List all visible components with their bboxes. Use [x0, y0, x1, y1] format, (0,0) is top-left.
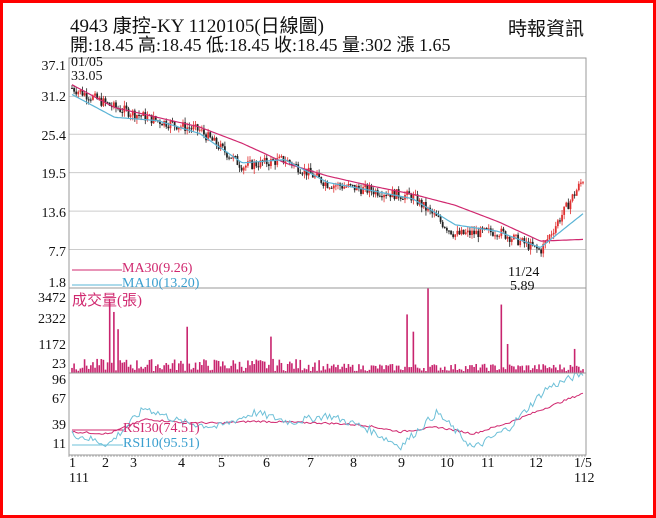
- rsi30-legend: RSI30(74.51): [123, 421, 200, 436]
- price-tick: 25.4: [41, 129, 67, 144]
- volume-title: 成交量(張): [72, 293, 142, 309]
- volume-tick: 23: [52, 357, 66, 372]
- year-left: 111: [69, 471, 89, 486]
- chart-title: 4943 康控-KY 1120105(日線圖): [70, 16, 325, 37]
- brand-label: 時報資訊: [508, 19, 585, 40]
- high-value-annotation: 33.05: [71, 69, 103, 84]
- rsi10-legend: RSI10(95.51): [123, 436, 200, 451]
- price-tick: 13.6: [41, 206, 67, 221]
- x-tick: 5: [218, 456, 225, 471]
- x-tick: 11: [481, 456, 495, 471]
- quote-summary: 開:18.45 高:18.45 低:18.45 收:18.45 量:302 漲 …: [70, 35, 451, 55]
- low-date-annotation: 11/24: [508, 265, 540, 280]
- x-tick: 7: [307, 456, 314, 471]
- volume-tick: 1172: [38, 338, 66, 353]
- low-value-annotation: 5.89: [510, 279, 535, 294]
- rsi-tick: 96: [52, 373, 66, 388]
- rsi-tick: 11: [52, 437, 66, 452]
- x-tick: 1: [69, 456, 76, 471]
- x-tick: 2: [102, 456, 109, 471]
- ma30-legend: MA30(9.26): [122, 261, 193, 276]
- price-tick: 19.5: [41, 167, 67, 182]
- price-tick: 1.8: [48, 276, 67, 291]
- x-tick: 6: [263, 456, 270, 471]
- high-date-annotation: 01/05: [71, 55, 103, 70]
- volume-tick: 3472: [38, 291, 66, 306]
- price-tick: 31.2: [41, 90, 67, 105]
- x-tick: 8: [350, 456, 357, 471]
- x-tick: 9: [398, 456, 405, 471]
- rsi-tick: 67: [52, 392, 66, 407]
- volume-tick: 2322: [38, 312, 66, 327]
- x-tick: 3: [130, 456, 137, 471]
- year-right: 112: [574, 471, 595, 486]
- price-tick: 37.1: [41, 59, 67, 74]
- x-tick: 12: [529, 456, 543, 471]
- x-tick: 10: [440, 456, 454, 471]
- x-tick: 1/5: [574, 456, 592, 471]
- rsi-tick: 39: [52, 418, 66, 433]
- price-tick: 7.7: [48, 245, 67, 260]
- ma10-legend: MA10(13.20): [122, 276, 200, 291]
- x-tick: 4: [178, 456, 185, 471]
